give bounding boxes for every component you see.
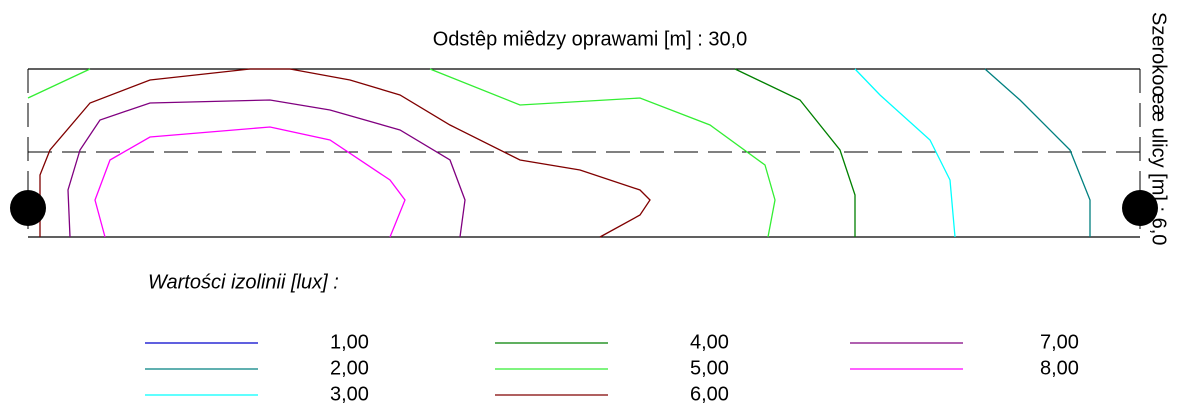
legend-label: 3,00 [330,383,369,405]
isoline [734,68,856,237]
legend-label: 7,00 [1040,331,1079,353]
legend-label: 2,00 [330,357,369,379]
luminaire [10,190,46,226]
title: Odstêp miêdzy oprawami [m] : 30,0 [433,28,748,50]
legend-label: 5,00 [690,357,729,379]
legend-label: 6,00 [690,383,729,405]
luminaire [1122,190,1158,226]
legend-title: Wartości izolinii [lux] : [148,271,339,293]
isoline [984,68,1091,237]
isoline [429,68,776,238]
isoline [854,68,956,238]
isoline [39,68,651,238]
isoline [67,99,466,238]
side-label: Szerokoœæ ulicy [m] : 6,0 [1148,12,1170,245]
legend-label: 4,00 [690,331,729,353]
isoline [94,126,406,238]
legend-label: 1,00 [330,331,369,353]
legend-label: 8,00 [1040,357,1079,379]
isoline [27,68,91,99]
